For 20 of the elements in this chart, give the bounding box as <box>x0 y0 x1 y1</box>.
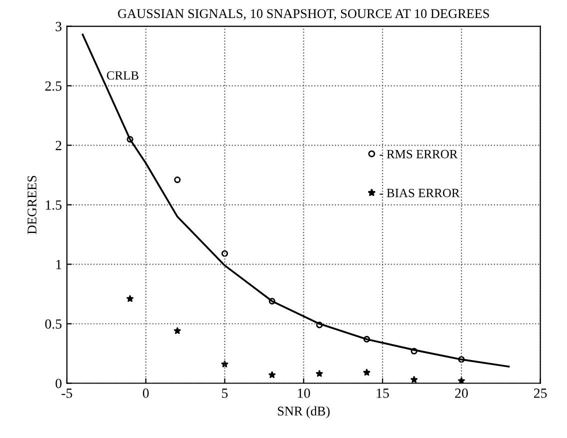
x-tick-label: -5 <box>62 388 72 398</box>
x-tick-label: 5 <box>222 388 228 398</box>
x-tick-label: 10 <box>298 388 310 398</box>
y-tick-label: 3 <box>56 22 62 32</box>
x-tick-label: 25 <box>534 388 547 398</box>
y-tick-label: 1.5 <box>46 200 62 210</box>
legend-label: - RMS ERROR <box>380 150 458 158</box>
x-tick-label: 20 <box>455 388 468 398</box>
x-tick-label: 0 <box>142 388 149 398</box>
chart-title: GAUSSIAN SIGNALS, 10 SNAPSHOT, SOURCE AT 10 DEGREES <box>118 9 489 20</box>
x-tick-label: 15 <box>376 388 389 398</box>
y-tick-label: 2 <box>56 140 62 150</box>
y-tick-label: 0 <box>56 378 62 388</box>
y-tick-label: 0.5 <box>45 319 62 329</box>
x-axis-title: SNR (dB) <box>278 406 330 418</box>
legend-label: - BIAS ERROR <box>380 188 460 198</box>
y-axis-title: DEGREES <box>28 176 36 234</box>
y-tick-label: 1 <box>56 260 62 270</box>
series-label: CRLB <box>106 71 138 80</box>
y-tick-label: 2.5 <box>45 81 62 91</box>
